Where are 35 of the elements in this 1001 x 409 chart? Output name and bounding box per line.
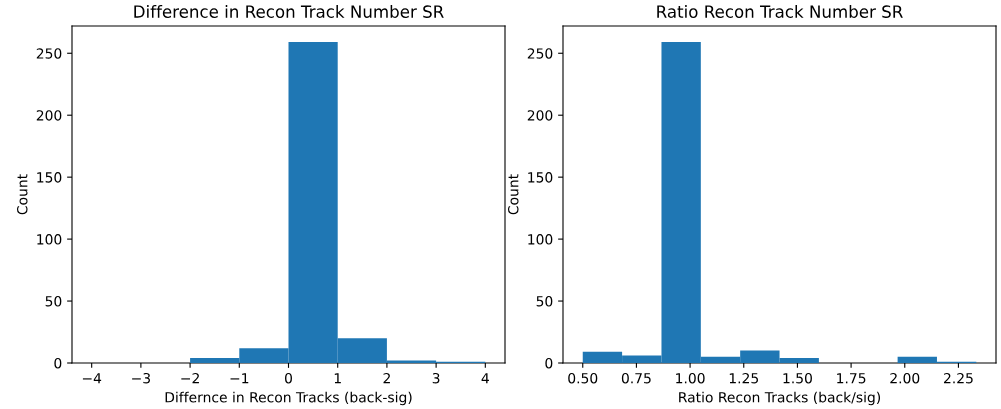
x-tick-label: −2 [181,372,199,384]
y-tick-label: 100 [37,234,62,245]
x-tick-label: 2.00 [890,372,920,384]
x-tick-label: 0.50 [568,372,598,384]
y-axis-title: Count [508,174,519,215]
y-tick-label: 0 [545,357,553,369]
y-tick-label: 150 [37,172,62,183]
chart-title: Ratio Recon Track Number SR [657,5,903,18]
x-tick-label: 0.75 [621,372,651,384]
x-tick-label: −4 [82,373,102,384]
x-tick-label: 3 [432,372,440,384]
y-tick-label: 250 [36,48,62,59]
x-tick-label: 1.25 [729,372,759,384]
y-tick-label: 50 [536,296,553,307]
x-axis-title: Ratio Recon Tracks (back/sig) [679,391,881,406]
x-tick-label: 1 [334,373,341,384]
x-tick-label: 0 [285,372,292,384]
y-tick-label: 200 [527,110,553,121]
y-axis-title: Count [17,174,28,215]
x-tick-label: 1.50 [783,372,812,384]
x-tick-label: 2.25 [943,372,973,384]
x-tick-label: 1.75 [837,373,866,384]
x-tick-label: 2 [383,372,390,384]
chart-title: Difference in Recon Track Number SR [134,5,444,18]
x-tick-label: −1 [230,373,249,384]
y-tick-label: 50 [45,296,62,307]
x-tick-label: −3 [132,372,151,384]
y-tick-label: 100 [528,234,553,245]
y-tick-label: 150 [528,172,553,183]
x-tick-label: 1.00 [676,372,705,384]
y-tick-label: 0 [54,357,62,369]
x-tick-label: 4 [481,373,489,384]
x-axis-title: Differnce in Recon Tracks (back-sig) [165,391,412,406]
y-tick-label: 250 [527,48,553,59]
y-tick-label: 200 [36,110,62,121]
